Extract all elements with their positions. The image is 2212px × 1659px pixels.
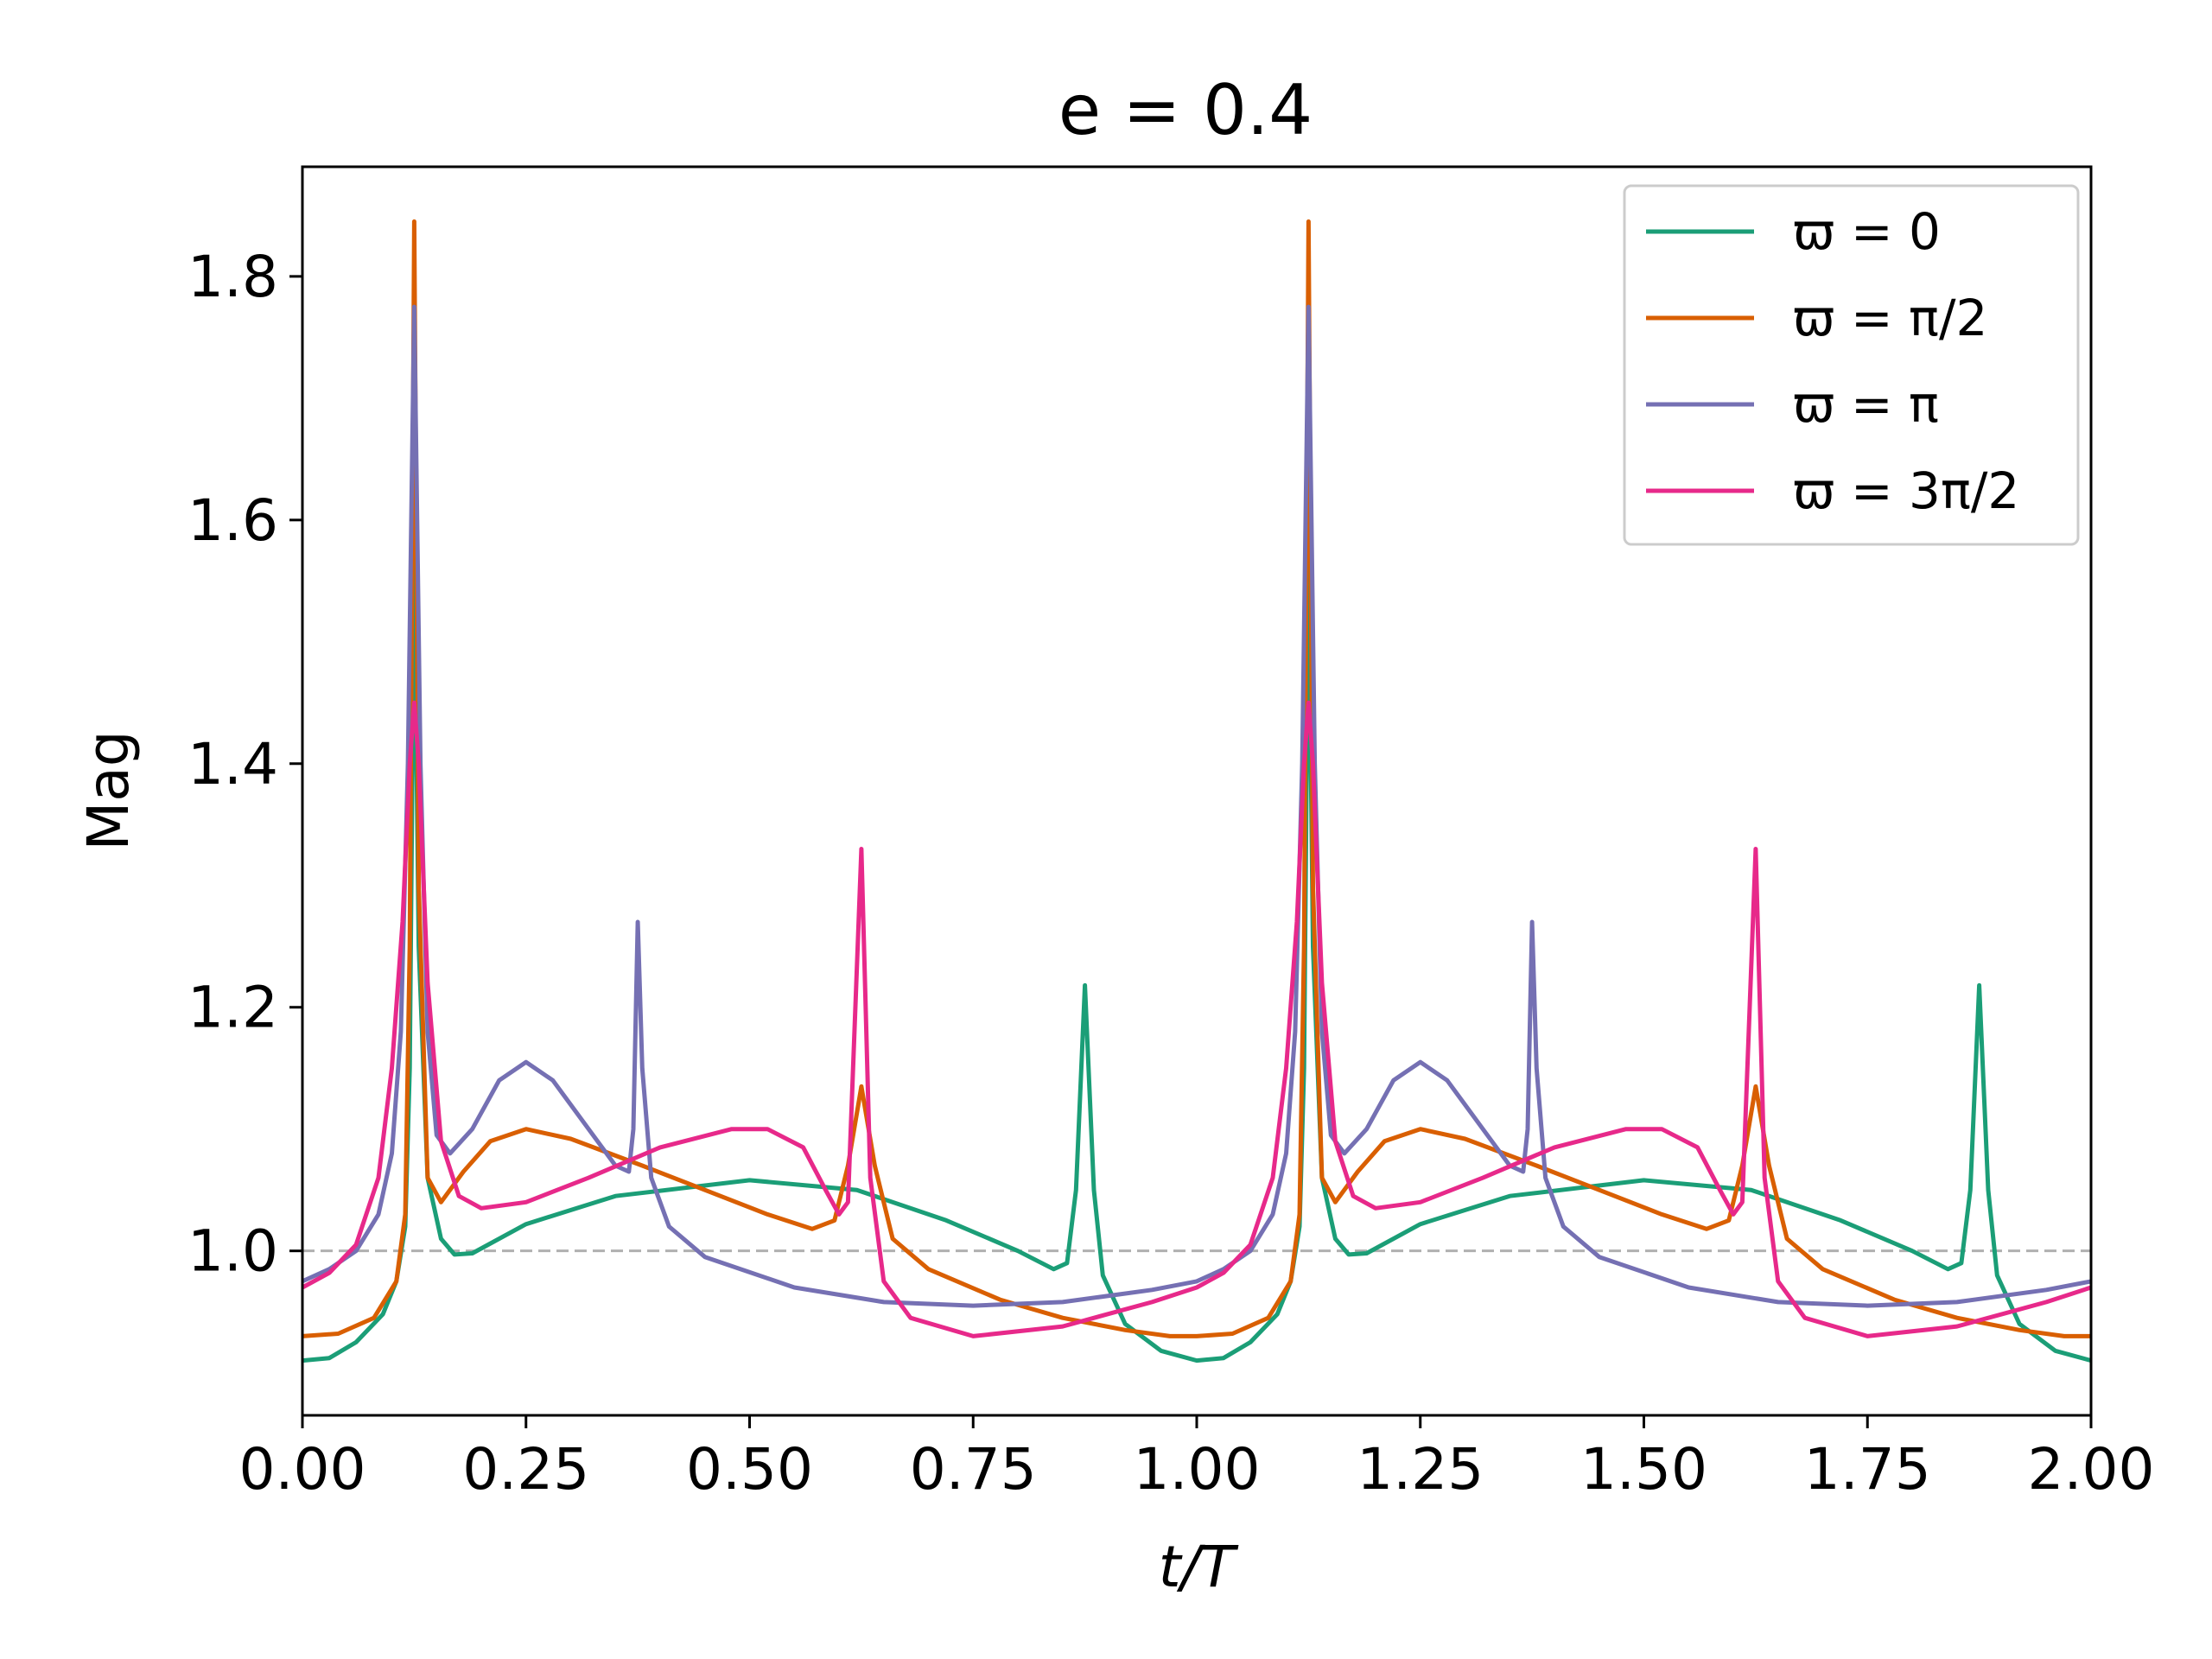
y-tick-label: 1.0: [188, 1218, 278, 1285]
x-tick-label: 0.50: [686, 1436, 813, 1503]
series-layer: [302, 219, 2091, 1363]
x-tick-label: 1.50: [1580, 1436, 1707, 1503]
y-tick-label: 1.2: [188, 975, 278, 1041]
x-tick-label: 1.00: [1134, 1436, 1261, 1503]
y-tick-label: 1.4: [188, 731, 278, 798]
x-tick-label: 2.00: [2028, 1436, 2155, 1503]
x-tick-label: 1.75: [1804, 1436, 1931, 1503]
x-tick-label: 0.25: [462, 1436, 589, 1503]
legend-label-2: ϖ = π: [1793, 375, 1939, 434]
legend: ϖ = 0 ϖ = π/2 ϖ = π ϖ = 3π/2: [1623, 184, 2080, 546]
x-axis: 0.00 0.25 0.50 0.75 1.00 1.25 1.50 1.75 2.00: [239, 1415, 2155, 1503]
x-tick-label: 0.00: [239, 1436, 366, 1503]
legend-label-3: ϖ = 3π/2: [1793, 461, 2019, 520]
y-axis-label: Mag: [75, 730, 142, 850]
series-line-3: [302, 700, 2091, 1338]
x-tick-label: 1.25: [1357, 1436, 1484, 1503]
y-axis: 1.0 1.2 1.4 1.6 1.8: [188, 244, 302, 1285]
x-axis-label: t/T: [1159, 1534, 1239, 1600]
chart-title: e = 0.4: [1058, 70, 1313, 150]
y-tick-label: 1.8: [188, 244, 278, 310]
series-line-2: [302, 304, 2091, 1308]
legend-frame: [1623, 184, 2080, 546]
legend-label-1: ϖ = π/2: [1793, 289, 1987, 347]
y-tick-label: 1.6: [188, 487, 278, 554]
x-tick-label: 0.75: [910, 1436, 1037, 1503]
series-line-1: [302, 219, 2091, 1338]
legend-label-0: ϖ = 0: [1793, 202, 1941, 261]
